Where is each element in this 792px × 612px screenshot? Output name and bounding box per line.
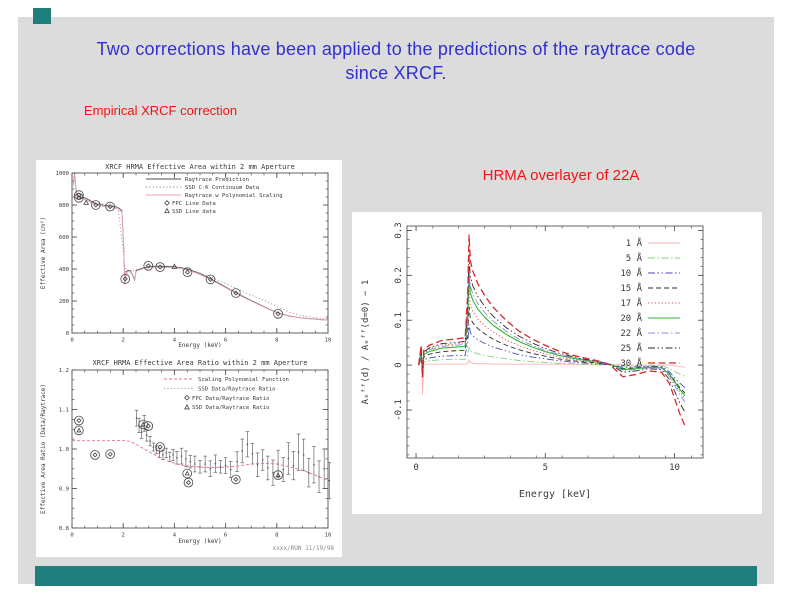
- svg-text:1000: 1000: [56, 171, 69, 177]
- svg-text:5 Å: 5 Å: [626, 252, 643, 264]
- svg-text:30 Å: 30 Å: [620, 357, 642, 369]
- svg-text:0.8: 0.8: [59, 526, 70, 532]
- label-hrma-overlayer: HRMA overlayer of 22A: [482, 167, 640, 184]
- svg-text:0.1: 0.1: [394, 312, 404, 328]
- svg-text:6: 6: [224, 338, 227, 344]
- svg-text:17 Å: 17 Å: [620, 297, 642, 309]
- svg-text:SSD Data/Raytrace Ratio: SSD Data/Raytrace Ratio: [192, 405, 269, 411]
- figure-xrcf-effective-area: 0 2 4 6 8 10 0 200 400 600 800 1000 XRCF HRMA Effect…: [36, 160, 342, 557]
- hrma-overlayer-chart: 0 5 10 -0.1 0 0.1 0.2 0.3 Energy [keV] Aₑᶠᶠ(d) / …: [361, 222, 704, 500]
- svg-text:1.1: 1.1: [59, 407, 69, 413]
- svg-text:XRCF HRMA Effective Area Ratio: XRCF HRMA Effective Area Ratio within 2 …: [93, 359, 308, 367]
- svg-text:0.2: 0.2: [394, 267, 404, 283]
- svg-text:0: 0: [66, 331, 69, 337]
- label-empirical-xrcf-correction: Empirical XRCF correction: [84, 103, 238, 118]
- svg-text:Energy (keV): Energy (keV): [178, 342, 221, 349]
- svg-text:1.0: 1.0: [59, 447, 69, 453]
- slide-title-line1: Two corrections have been applied to the…: [96, 39, 696, 59]
- xrcf-effective-area-chart: 0 2 4 6 8 10 0 200 400 600 800 1000 XRCF HRMA Effect…: [40, 163, 332, 545]
- svg-text:0: 0: [413, 463, 418, 473]
- svg-text:SSD Line data: SSD Line data: [172, 209, 216, 215]
- figure-hrma-overlayer: 0 5 10 -0.1 0 0.1 0.2 0.3 Energy [keV] Aₑᶠᶠ(d) / …: [352, 212, 762, 514]
- svg-text:4: 4: [173, 533, 177, 539]
- svg-text:Energy (keV): Energy (keV): [178, 538, 221, 545]
- svg-text:Aₑᶠᶠ(d) / Aₑᶠᶠ(d=0) − 1: Aₑᶠᶠ(d) / Aₑᶠᶠ(d=0) − 1: [361, 280, 371, 405]
- svg-text:XRCF HRMA Effective Area withi: XRCF HRMA Effective Area within 2 mm Ape…: [105, 163, 295, 171]
- svg-text:SSD C-K Continuum Data: SSD C-K Continuum Data: [185, 185, 259, 191]
- svg-text:10: 10: [325, 533, 332, 539]
- svg-text:Raytrace w Polynomial Scaling: Raytrace w Polynomial Scaling: [185, 193, 283, 199]
- svg-text:Scaling Polynomial Function: Scaling Polynomial Function: [198, 377, 289, 383]
- svg-text:600: 600: [59, 235, 69, 241]
- svg-text:Energy [keV]: Energy [keV]: [519, 489, 591, 500]
- svg-text:Effective Area Ratio (Data/Ray: Effective Area Ratio (Data/Raytrace): [40, 384, 47, 514]
- svg-text:2: 2: [122, 338, 125, 344]
- teal-accent-square: [33, 8, 51, 24]
- svg-text:22 Å: 22 Å: [620, 327, 642, 339]
- svg-text:6: 6: [224, 533, 227, 539]
- slide-title-line2: since XRCF.: [345, 63, 447, 83]
- svg-text:8: 8: [275, 338, 279, 344]
- svg-text:200: 200: [59, 299, 69, 305]
- svg-text:FPC Line Data: FPC Line Data: [172, 201, 216, 207]
- svg-text:0.9: 0.9: [59, 486, 69, 492]
- svg-text:4: 4: [173, 338, 177, 344]
- svg-text:1 Å: 1 Å: [626, 237, 643, 249]
- svg-text:FPC Data/Raytrace Ratio: FPC Data/Raytrace Ratio: [192, 396, 269, 402]
- svg-text:0.3: 0.3: [394, 222, 404, 238]
- svg-text:0: 0: [70, 338, 73, 344]
- svg-text:800: 800: [59, 203, 69, 209]
- figure-credit-stamp: xxxx/RUN 11/19/98: [272, 545, 334, 552]
- svg-text:10: 10: [325, 338, 332, 344]
- svg-text:1.2: 1.2: [59, 368, 69, 374]
- slide-title: Two corrections have been applied to the…: [18, 37, 774, 85]
- svg-text:400: 400: [59, 267, 69, 273]
- svg-text:25 Å: 25 Å: [620, 342, 642, 354]
- svg-text:Effective Area (cm²): Effective Area (cm²): [40, 217, 47, 289]
- svg-text:10: 10: [669, 463, 680, 473]
- svg-text:SSD Data/Raytrace Ratio: SSD Data/Raytrace Ratio: [198, 386, 275, 392]
- svg-text:8: 8: [275, 533, 279, 539]
- slide-background: Two corrections have been applied to the…: [18, 17, 774, 586]
- teal-accent-bar: [35, 566, 757, 586]
- svg-text:Raytrace Prediction: Raytrace Prediction: [185, 177, 249, 183]
- svg-text:0: 0: [394, 362, 404, 367]
- svg-text:20 Å: 20 Å: [620, 312, 642, 324]
- svg-text:5: 5: [543, 463, 548, 473]
- svg-text:10 Å: 10 Å: [620, 267, 642, 279]
- svg-text:15 Å: 15 Å: [620, 282, 642, 294]
- svg-text:2: 2: [122, 533, 125, 539]
- svg-text:-0.1: -0.1: [394, 399, 404, 421]
- svg-text:0: 0: [70, 533, 73, 539]
